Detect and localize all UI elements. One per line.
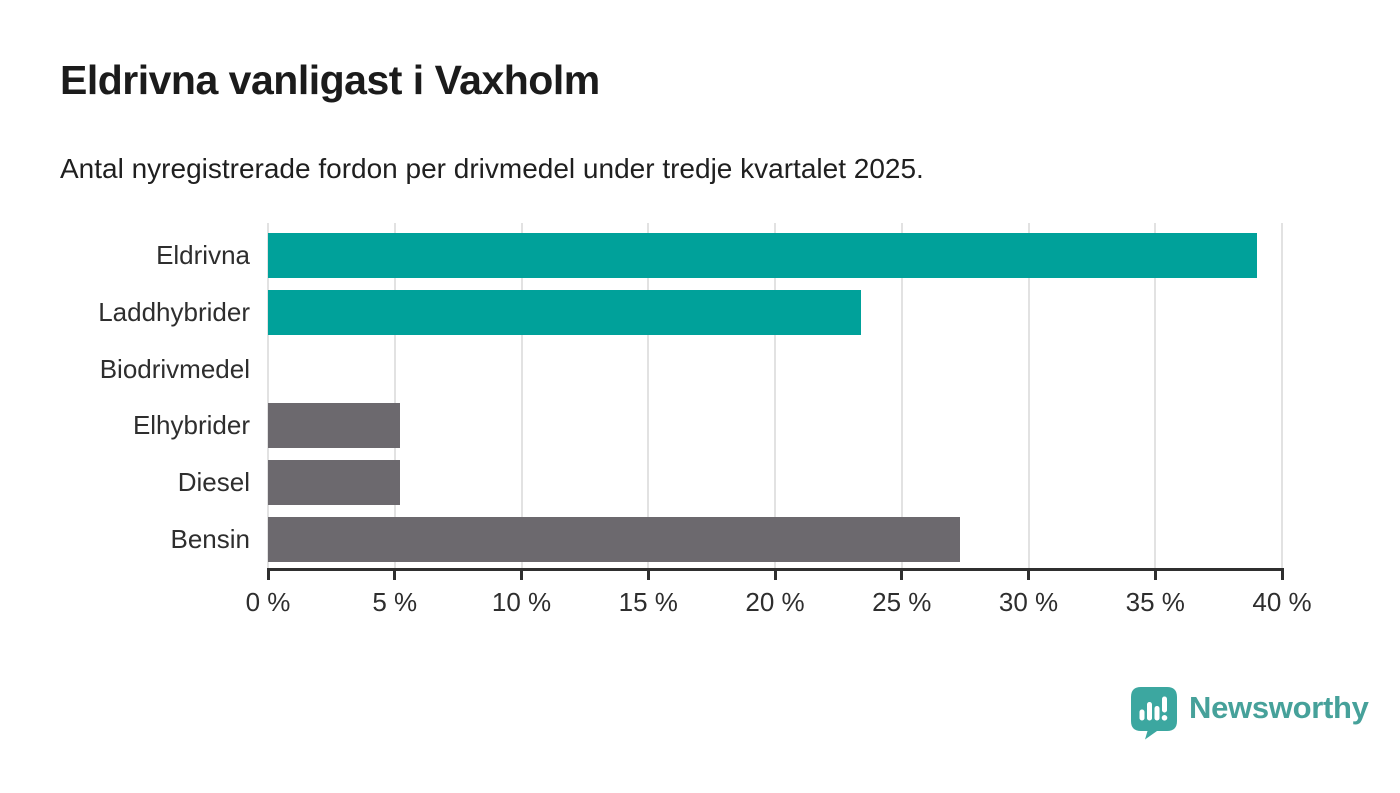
value-bar-eldrivna — [268, 232, 1257, 278]
x-axis-tick-label-30: 30 % — [998, 587, 1059, 617]
bar-track — [268, 232, 1282, 278]
chart-row-bensin: Bensin — [171, 511, 1282, 568]
x-axis-tick-label-35: 35 % — [1125, 587, 1185, 617]
x-axis-tick-30 — [1027, 568, 1030, 580]
newsworthy-logo-icon — [1131, 687, 1177, 740]
gridline-5 — [393, 223, 396, 568]
category-label-diesel: Diesel — [177, 467, 250, 498]
newsworthy-logo-text: Newsworthy — [1189, 690, 1369, 725]
bar-track — [268, 460, 1282, 506]
newsworthy-logo: Newsworthy — [1130, 686, 1369, 740]
chart-subtitle: Antal nyregistrerade fordon per drivmede… — [60, 153, 924, 184]
category-label-laddhybrider: Laddhybrider — [98, 296, 250, 327]
category-label-eldrivna: Eldrivna — [156, 239, 250, 270]
x-axis-tick-label-0: 0 % — [245, 587, 291, 617]
gridline-10 — [520, 223, 523, 568]
gridline-15 — [647, 223, 650, 568]
x-axis-tick-15 — [646, 568, 650, 580]
gridlines — [267, 223, 1283, 568]
x-axis-tick-label-5: 5 % — [372, 587, 418, 617]
category-label-biodrivmedel: Biodrivmedel — [99, 353, 250, 384]
x-axis-tick-label-15: 15 % — [618, 587, 678, 617]
category-label-elhybrider: Elhybrider — [132, 410, 250, 441]
chart-row-diesel: Diesel — [178, 454, 1282, 511]
chart-row-eldrivna: Eldrivna — [156, 227, 1282, 284]
value-bar-laddhybrider — [268, 289, 862, 335]
x-axis-tick-25 — [900, 568, 904, 580]
bar-track — [268, 347, 1282, 392]
bar-chart-plot-area: Eldrivna Laddhybrider Biodrivmedel Elhybrid… — [98, 223, 1312, 617]
bar-track — [268, 403, 1282, 449]
gridline-0 — [267, 223, 269, 568]
x-axis-tick-label-25: 25 % — [872, 587, 932, 617]
gridline-25 — [900, 223, 903, 568]
x-axis-tick-label-10: 10 % — [491, 587, 552, 617]
chart-row-laddhybrider: Laddhybrider — [98, 284, 1282, 341]
gridline-35 — [1154, 223, 1157, 568]
gridline-20 — [774, 223, 776, 568]
category-label-bensin: Bensin — [170, 524, 251, 555]
x-axis-tick-5 — [393, 568, 397, 580]
chart-row-biodrivmedel: Biodrivmedel — [100, 341, 1282, 398]
x-axis-tick-10 — [520, 568, 523, 580]
bar-track — [268, 517, 1282, 563]
value-bar-bensin — [268, 517, 961, 563]
x-axis-tick-label-20: 20 % — [745, 587, 805, 617]
chart-row-elhybrider: Elhybrider — [133, 397, 1282, 454]
x-axis-tick-label-40: 40 % — [1252, 587, 1312, 617]
gridline-40 — [1281, 223, 1283, 568]
gridline-30 — [1027, 223, 1030, 568]
x-axis-tick-20 — [773, 568, 777, 580]
bar-track — [268, 289, 1282, 335]
value-bar-diesel — [268, 460, 400, 506]
x-axis-tick-40 — [1280, 568, 1284, 580]
value-bar-elhybrider — [268, 403, 400, 449]
chart-title: Eldrivna vanligast i Vaxholm — [60, 57, 600, 103]
x-axis-tick-35 — [1153, 568, 1157, 580]
bar-rows: Eldrivna Laddhybrider Biodrivmedel Elhybrid… — [98, 227, 1282, 568]
x-axis-tick-0 — [266, 568, 270, 580]
